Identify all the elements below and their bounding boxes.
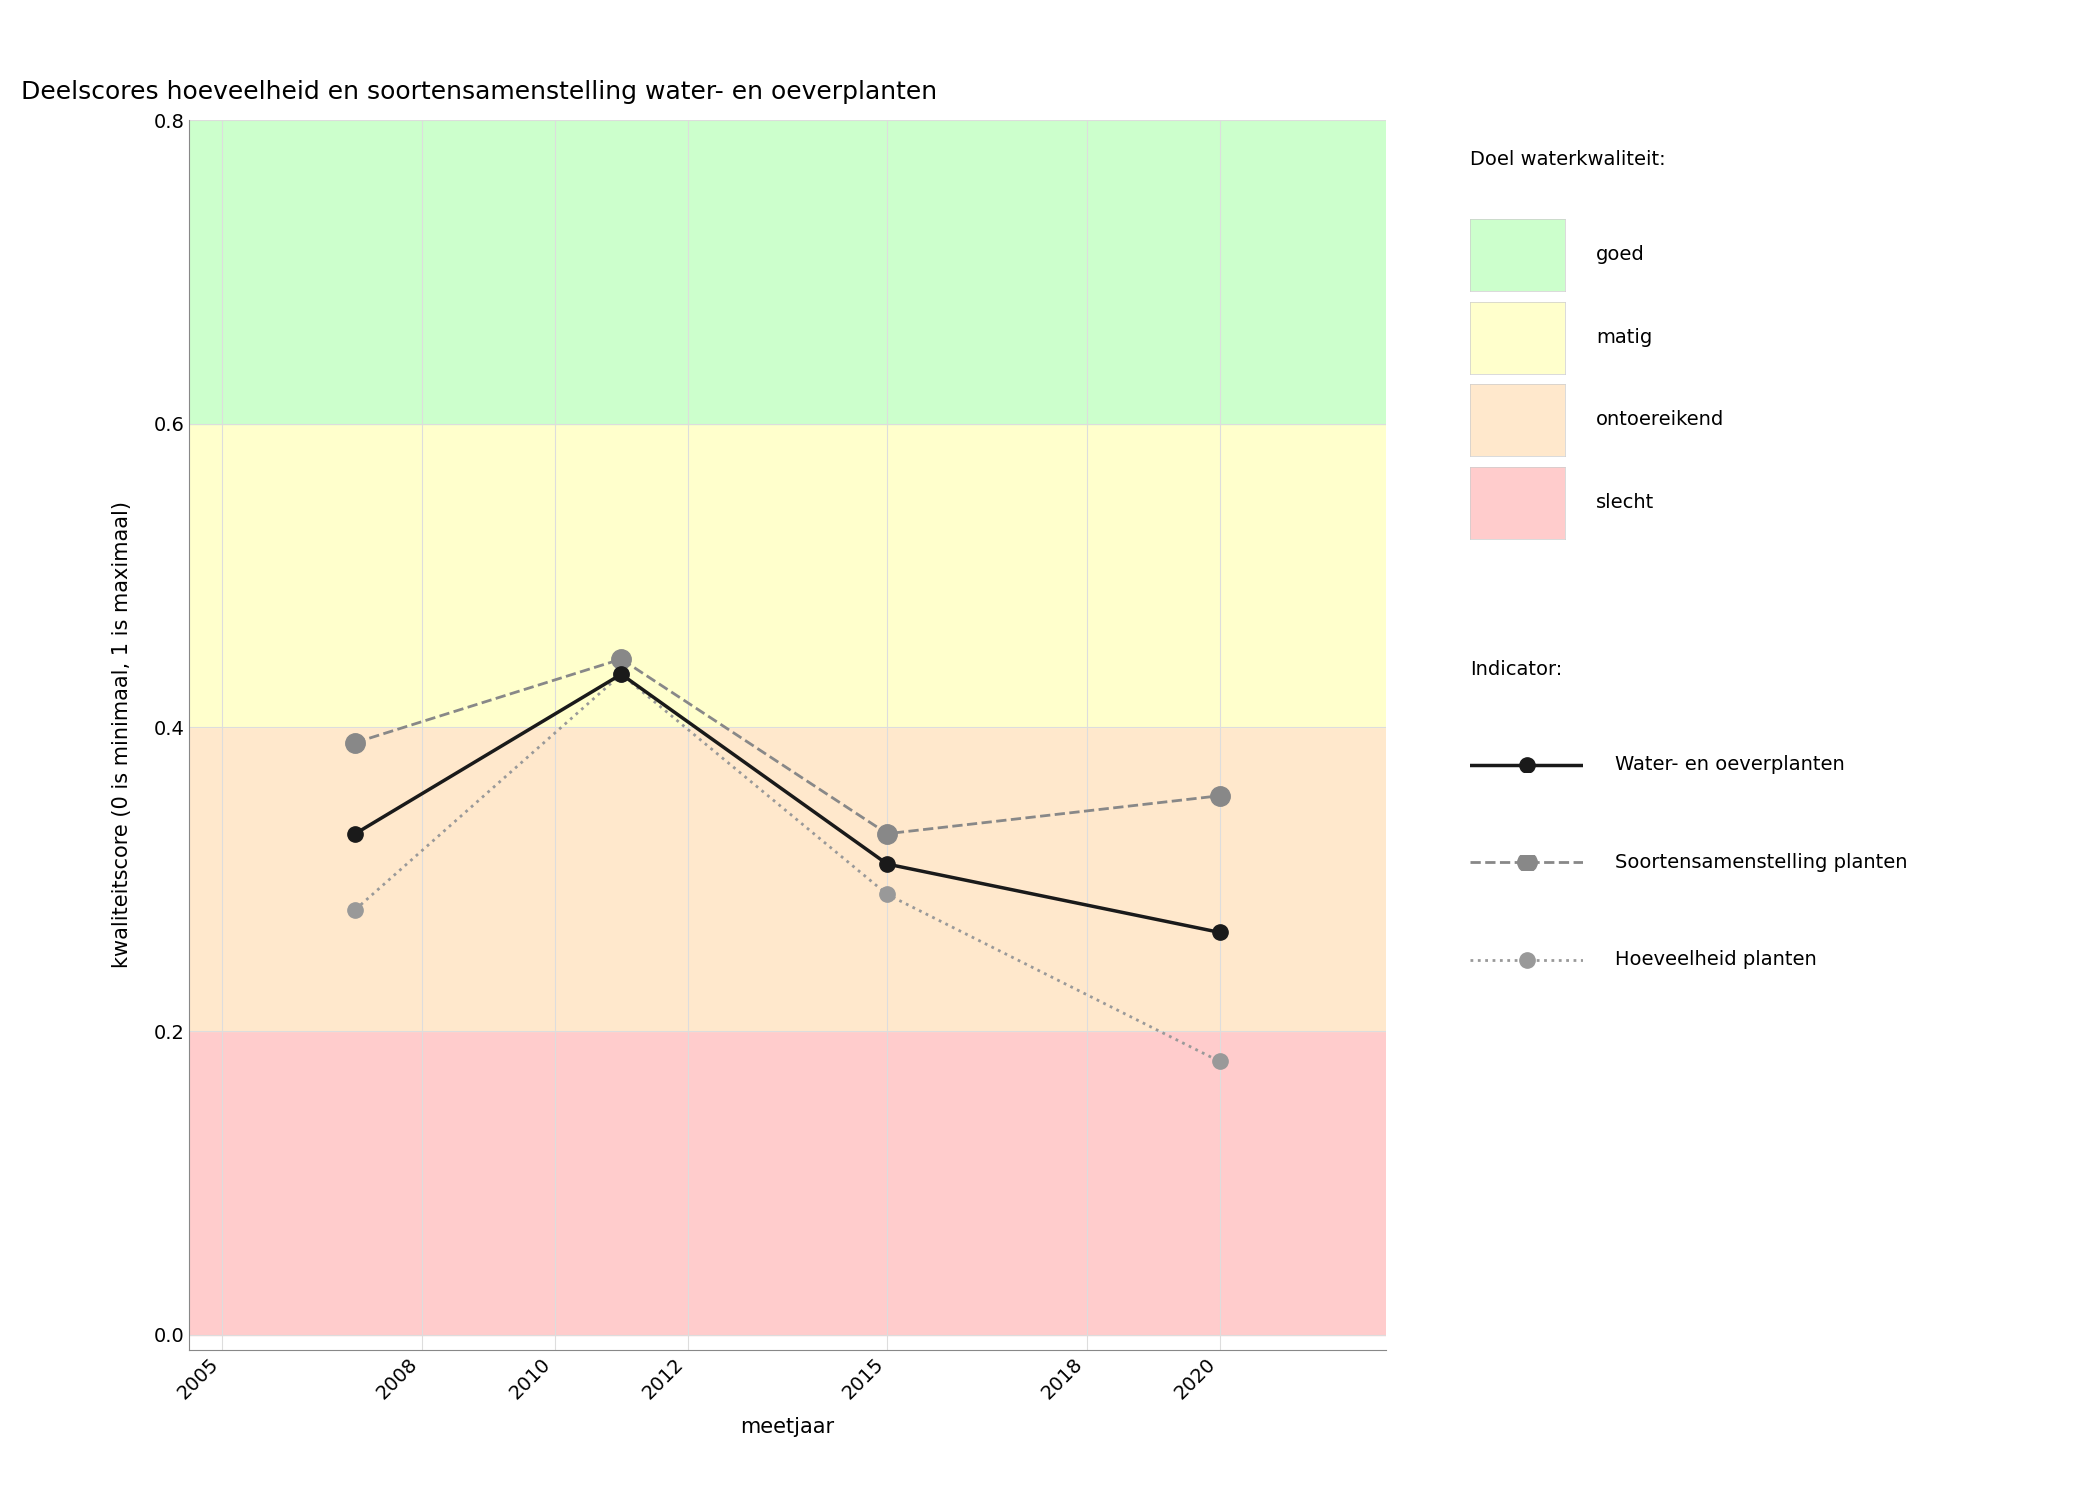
Text: Soortensamenstelling planten: Soortensamenstelling planten bbox=[1615, 853, 1907, 871]
Text: matig: matig bbox=[1596, 328, 1653, 346]
Text: Hoeveelheid planten: Hoeveelheid planten bbox=[1615, 951, 1816, 969]
X-axis label: meetjaar: meetjaar bbox=[741, 1418, 834, 1437]
Text: goed: goed bbox=[1596, 246, 1644, 264]
Text: Indicator:: Indicator: bbox=[1470, 660, 1562, 680]
Bar bbox=[189, 120, 1386, 423]
Text: ontoereikend: ontoereikend bbox=[1596, 411, 1724, 429]
Text: slecht: slecht bbox=[1596, 494, 1655, 512]
Bar bbox=[189, 1030, 1386, 1335]
Text: Deelscores hoeveelheid en soortensamenstelling water- en oeverplanten: Deelscores hoeveelheid en soortensamenst… bbox=[21, 80, 937, 104]
Bar bbox=[189, 728, 1386, 1030]
Y-axis label: kwaliteitscore (0 is minimaal, 1 is maximaal): kwaliteitscore (0 is minimaal, 1 is maxi… bbox=[113, 501, 132, 969]
Bar bbox=[189, 423, 1386, 728]
Text: Water- en oeverplanten: Water- en oeverplanten bbox=[1615, 756, 1844, 774]
Text: Doel waterkwaliteit:: Doel waterkwaliteit: bbox=[1470, 150, 1665, 170]
